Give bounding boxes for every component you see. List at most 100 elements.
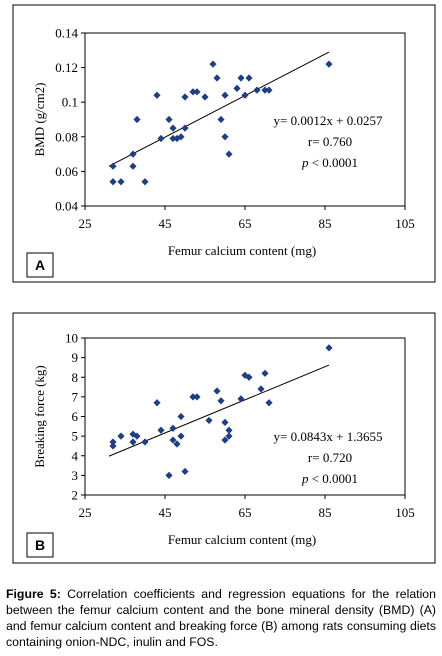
x-axis-label: Femur calcium content (mg) bbox=[168, 243, 316, 258]
data-point bbox=[221, 436, 229, 444]
data-point bbox=[233, 84, 241, 92]
data-point bbox=[189, 88, 197, 96]
data-point bbox=[209, 60, 217, 68]
data-point bbox=[189, 393, 197, 401]
data-point bbox=[181, 93, 189, 101]
annotation-r: r= 0.720 bbox=[308, 450, 352, 465]
data-point bbox=[213, 74, 221, 82]
panel-label: A bbox=[35, 257, 45, 273]
data-point bbox=[265, 399, 273, 407]
caption: Figure 5: Correlation coefficients and r… bbox=[6, 586, 436, 650]
data-point bbox=[245, 74, 253, 82]
data-point bbox=[117, 178, 125, 186]
data-point bbox=[129, 150, 137, 158]
y-tick-label: 2 bbox=[72, 488, 79, 503]
data-point bbox=[193, 88, 201, 96]
panel-label-box bbox=[26, 532, 54, 558]
data-point bbox=[217, 115, 225, 124]
data-point bbox=[109, 442, 117, 450]
data-point bbox=[225, 432, 233, 440]
data-point bbox=[169, 424, 177, 432]
data-point bbox=[133, 432, 141, 440]
annotation-p: p < 0.0001 bbox=[301, 155, 358, 170]
y-tick-label: 0.12 bbox=[55, 60, 78, 75]
data-point bbox=[109, 438, 117, 446]
data-point bbox=[265, 86, 273, 94]
data-point bbox=[205, 416, 213, 425]
y-tick-label: 6 bbox=[72, 409, 79, 424]
x-tick-label: 65 bbox=[239, 216, 252, 231]
data-point bbox=[325, 344, 333, 352]
data-point bbox=[241, 371, 249, 379]
annotation-equation: y= 0.0012x + 0.0257 bbox=[274, 113, 383, 128]
y-tick-label: 9 bbox=[72, 350, 79, 365]
p-value: < 0.0001 bbox=[308, 471, 358, 486]
y-tick-label: 0.06 bbox=[55, 164, 78, 179]
data-point bbox=[109, 178, 117, 186]
caption-text: Correlation coefficients and regression … bbox=[6, 587, 436, 649]
data-point bbox=[221, 91, 229, 99]
data-point bbox=[177, 133, 185, 141]
y-tick-label: 0.14 bbox=[55, 26, 78, 41]
x-tick-label: 65 bbox=[239, 505, 252, 520]
data-point bbox=[213, 387, 221, 395]
data-point bbox=[221, 133, 229, 141]
data-point bbox=[157, 426, 165, 434]
y-axis-label: BMD (g/cm2) bbox=[32, 82, 47, 156]
data-point bbox=[141, 438, 149, 446]
p-symbol: p bbox=[301, 155, 309, 170]
data-point bbox=[201, 93, 209, 101]
x-tick-label: 85 bbox=[319, 505, 332, 520]
y-tick-label: 0.08 bbox=[55, 129, 78, 144]
data-point bbox=[153, 399, 161, 407]
fit-line bbox=[108, 51, 330, 167]
data-point bbox=[261, 86, 269, 94]
y-axis-label: Breaking force (kg) bbox=[32, 365, 47, 468]
data-point bbox=[221, 418, 229, 426]
data-point bbox=[109, 162, 117, 170]
data-point bbox=[261, 369, 269, 377]
panel-border bbox=[12, 4, 436, 283]
panel-label: B bbox=[35, 537, 45, 553]
x-axis-label: Femur calcium content (mg) bbox=[168, 532, 316, 547]
data-point bbox=[165, 471, 173, 479]
data-point bbox=[257, 385, 265, 393]
y-tick-label: 10 bbox=[65, 331, 78, 346]
data-point bbox=[237, 395, 245, 403]
data-point bbox=[169, 436, 177, 444]
data-point bbox=[129, 430, 137, 438]
data-point bbox=[173, 440, 181, 448]
x-tick-label: 105 bbox=[395, 505, 415, 520]
data-point bbox=[237, 74, 245, 82]
data-point bbox=[181, 124, 189, 132]
panel-label-box bbox=[26, 252, 54, 278]
data-point bbox=[165, 115, 173, 124]
y-tick-label: 7 bbox=[72, 389, 79, 404]
data-point bbox=[117, 432, 125, 440]
x-tick-label: 45 bbox=[159, 505, 172, 520]
data-point bbox=[253, 86, 261, 94]
annotation-p: p < 0.0001 bbox=[301, 471, 358, 486]
data-point bbox=[169, 134, 177, 143]
x-tick-label: 25 bbox=[79, 216, 92, 231]
data-point bbox=[133, 115, 141, 124]
y-tick-label: 0.04 bbox=[55, 199, 78, 214]
x-tick-label: 25 bbox=[79, 505, 92, 520]
caption-label: Figure 5: bbox=[6, 587, 61, 601]
data-point bbox=[181, 467, 189, 476]
data-point bbox=[157, 134, 165, 143]
data-point bbox=[153, 91, 161, 99]
x-tick-label: 85 bbox=[319, 216, 332, 231]
p-symbol: p bbox=[301, 471, 309, 486]
data-point bbox=[177, 412, 185, 421]
p-value: < 0.0001 bbox=[308, 155, 358, 170]
data-point bbox=[225, 426, 233, 434]
data-point bbox=[129, 162, 137, 170]
y-tick-label: 3 bbox=[72, 468, 79, 483]
data-point bbox=[241, 91, 249, 99]
y-tick-label: 4 bbox=[72, 448, 79, 463]
panel-border bbox=[12, 312, 436, 564]
data-point bbox=[177, 432, 185, 440]
